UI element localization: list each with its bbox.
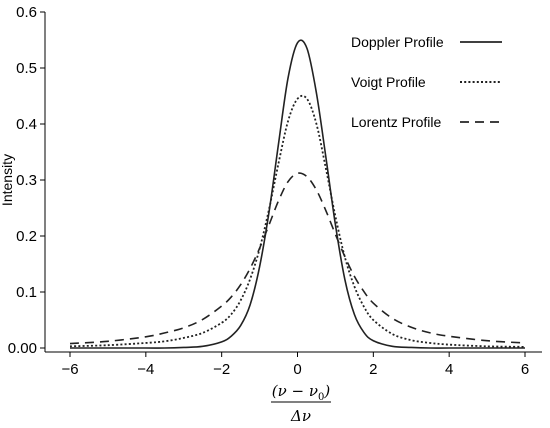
x-tick-label: −2 xyxy=(213,361,230,378)
y-tick-label: 0.4 xyxy=(16,116,37,133)
series-line-voigt-profile xyxy=(69,94,526,348)
x-tick-label: 4 xyxy=(445,361,453,378)
axes xyxy=(44,12,542,353)
legend-label-doppler-profile: Doppler Profile xyxy=(351,34,444,50)
x-axis-title-numerator: (ν − ν0) xyxy=(272,382,331,403)
x-ticks: −6 −4 −2 0 2 4 6 xyxy=(61,352,529,378)
y-tick-label: 0.00 xyxy=(8,340,37,357)
y-tick-label: 0.2 xyxy=(16,228,37,245)
y-tick-label: 0.1 xyxy=(16,284,37,301)
y-tick-label: 0.3 xyxy=(16,172,37,189)
x-tick-label: −6 xyxy=(61,361,78,378)
x-tick-label: −4 xyxy=(137,361,154,378)
legend-label-voigt-profile: Voigt Profile xyxy=(351,74,426,90)
y-tick-label: 0.5 xyxy=(16,60,37,77)
legend: Doppler Profile Voigt Profile Lorentz Prof… xyxy=(351,34,502,130)
x-tick-label: 0 xyxy=(293,361,301,378)
y-tick-label: 0.6 xyxy=(16,4,37,21)
series-line-lorentz-profile xyxy=(69,172,526,345)
y-axis-title: Intensity xyxy=(0,154,15,206)
series-line-doppler-profile xyxy=(70,39,525,349)
y-ticks: 0.00 0.1 0.2 0.3 0.4 0.5 0.6 xyxy=(8,4,45,357)
series-lines xyxy=(69,39,526,349)
legend-label-lorentz-profile: Lorentz Profile xyxy=(351,114,441,130)
x-tick-label: 2 xyxy=(369,361,377,378)
x-axis-title-denominator: Δν xyxy=(290,407,311,425)
x-axis-title: (ν − ν0) Δν xyxy=(271,382,331,425)
x-tick-label: 6 xyxy=(521,361,529,378)
